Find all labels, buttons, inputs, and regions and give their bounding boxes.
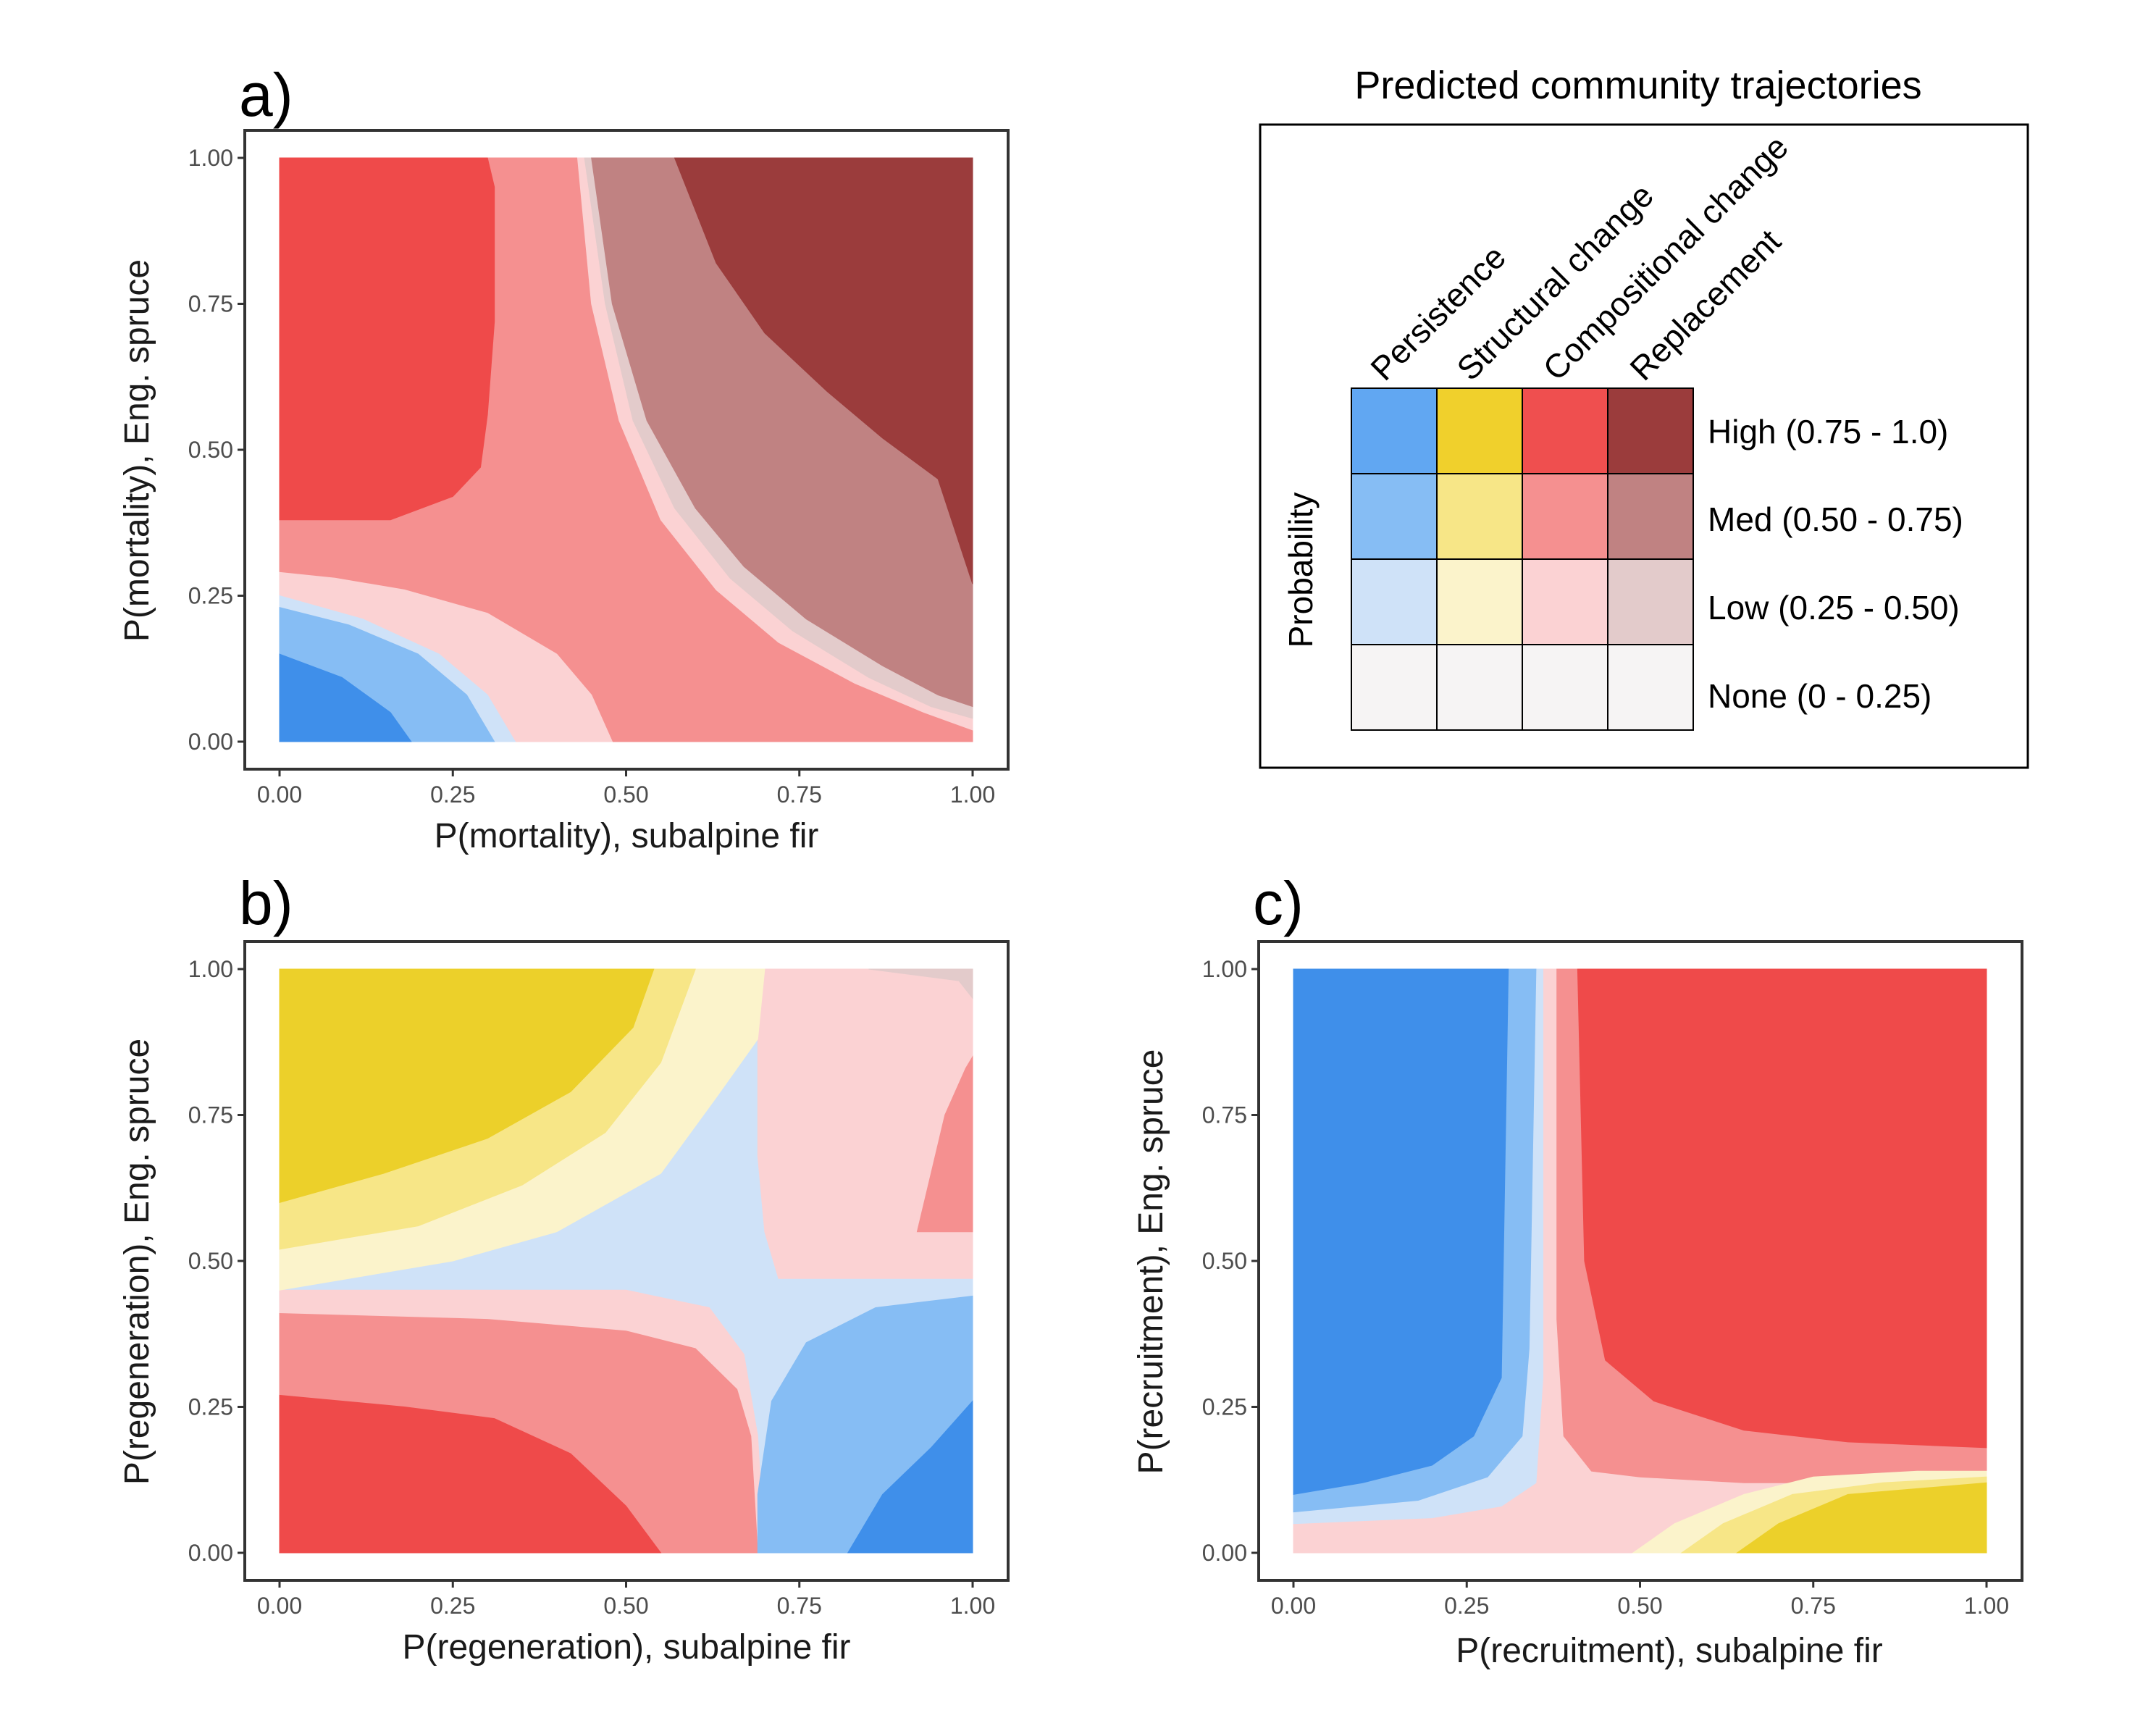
legend-swatch-replacement-0 [1607, 387, 1694, 474]
y-tick-label-c-1: 0.25 [1202, 1394, 1247, 1420]
heatmap-region-a-4 [279, 653, 412, 742]
x-tick-label-a-3: 0.75 [777, 781, 822, 808]
legend-swatch-compositional-0 [1522, 387, 1608, 474]
heatmap-region-b-5 [847, 1400, 973, 1554]
panel-a: a) 0.00 0.25 0.50 0.75 1.00 0.00 0.25 0.50 0.75 1… [118, 61, 1010, 855]
x-tick-label-a-2: 0.50 [603, 781, 648, 808]
y-tick-label-a-0: 0.00 [188, 729, 233, 755]
y-tick-label-b-0: 0.00 [188, 1540, 233, 1566]
y-tick-label-b-1: 0.25 [188, 1394, 233, 1420]
legend-row-label-none: None (0 - 0.25) [1708, 677, 1931, 715]
y-axis-title-b: P(regeneration), Eng. spruce [118, 1039, 156, 1485]
legend-row-label-med: Med (0.50 - 0.75) [1708, 500, 1963, 538]
legend-swatch-persistence-3 [1351, 644, 1438, 731]
legend-swatch-compositional-3 [1522, 644, 1608, 731]
legend-swatch-structural-0 [1436, 387, 1523, 474]
heatmap-regions-b [279, 968, 973, 1554]
x-tick-label-c-0: 0.00 [1271, 1593, 1316, 1619]
heatmap-region-a-5 [279, 157, 495, 521]
y-tick-label-b-4: 1.00 [188, 956, 233, 982]
panel-letter-a: a) [239, 61, 293, 129]
legend-swatch-replacement-1 [1607, 473, 1694, 560]
panel-c: c) 0.00 0.25 0.50 0.75 1.00 0.00 0.25 0.50 0.75 1… [1132, 869, 2023, 1670]
y-tick-label-c-3: 0.75 [1202, 1102, 1247, 1128]
y-tick-label-c-2: 0.50 [1202, 1248, 1247, 1274]
y-tick-label-a-1: 0.25 [188, 583, 233, 609]
ticks-c: 0.00 0.25 0.50 0.75 1.00 0.00 0.25 0.50 0.75 1.00 [1202, 956, 2009, 1619]
heatmap-region-c-8 [1735, 1482, 1987, 1554]
y-tick-label-a-4: 1.00 [188, 145, 233, 171]
panel-letter-c: c) [1253, 869, 1304, 937]
legend-row-label-high: High (0.75 - 1.0) [1708, 413, 1948, 450]
heatmap-region-b-11 [916, 1055, 973, 1233]
legend: Predicted community trajectories Persist… [1259, 64, 2029, 769]
x-tick-label-a-1: 0.25 [430, 781, 475, 808]
x-tick-label-c-4: 1.00 [1964, 1593, 2009, 1619]
x-tick-label-b-2: 0.50 [603, 1593, 648, 1619]
legend-swatch-structural-3 [1436, 644, 1523, 731]
x-axis-title-b: P(regeneration), subalpine fir [402, 1628, 850, 1667]
y-tick-label-a-3: 0.75 [188, 291, 233, 317]
legend-row-label-low: Low (0.25 - 0.50) [1708, 589, 1960, 626]
heatmap-region-b-10 [868, 968, 973, 999]
panel-letter-b: b) [239, 869, 293, 937]
legend-probability-label: Probability [1282, 493, 1320, 648]
legend-grid [1351, 387, 1694, 731]
legend-swatch-persistence-1 [1351, 473, 1438, 560]
legend-title: Predicted community trajectories [1354, 64, 1921, 107]
heatmap-regions-c [1293, 968, 1987, 1554]
y-tick-label-c-0: 0.00 [1202, 1540, 1247, 1566]
x-tick-label-a-0: 0.00 [257, 781, 302, 808]
y-tick-label-b-3: 0.75 [188, 1102, 233, 1128]
y-tick-label-b-2: 0.50 [188, 1248, 233, 1274]
x-axis-title-a: P(mortality), subalpine fir [435, 817, 819, 855]
x-axis-title-c: P(recruitment), subalpine fir [1456, 1632, 1883, 1670]
x-tick-label-c-3: 0.75 [1791, 1593, 1836, 1619]
x-tick-label-b-1: 0.25 [430, 1593, 475, 1619]
heatmap-regions-a [279, 157, 973, 742]
legend-swatch-structural-2 [1436, 558, 1523, 645]
x-tick-label-b-3: 0.75 [777, 1593, 822, 1619]
y-axis-title-c: P(recruitment), Eng. spruce [1132, 1049, 1170, 1475]
heatmap-region-b-3 [279, 1394, 662, 1554]
heatmap-region-c-5 [1577, 968, 1987, 1449]
panel-b: b) 0.00 0.25 0.50 0.75 1.00 0.00 0.25 0.50 0.75 1… [118, 869, 1010, 1667]
legend-swatch-compositional-1 [1522, 473, 1608, 560]
x-tick-label-c-2: 0.50 [1617, 1593, 1662, 1619]
y-tick-label-a-2: 0.50 [188, 437, 233, 463]
heatmap-region-a-9 [674, 157, 973, 584]
x-tick-label-b-0: 0.00 [257, 1593, 302, 1619]
legend-swatch-persistence-0 [1351, 387, 1438, 474]
heatmap-region-c-3 [1293, 968, 1509, 1495]
heatmap-region-b-9 [279, 968, 655, 1204]
y-axis-title-a: P(mortality), Eng. spruce [118, 259, 156, 642]
x-tick-label-a-4: 1.00 [950, 781, 995, 808]
x-tick-label-b-4: 1.00 [950, 1593, 995, 1619]
legend-swatch-structural-1 [1436, 473, 1523, 560]
ticks-b: 0.00 0.25 0.50 0.75 1.00 0.00 0.25 0.50 0.75 1.00 [188, 956, 995, 1619]
x-tick-label-c-1: 0.25 [1444, 1593, 1489, 1619]
legend-swatch-persistence-2 [1351, 558, 1438, 645]
legend-swatch-replacement-3 [1607, 644, 1694, 731]
legend-swatch-replacement-2 [1607, 558, 1694, 645]
ticks-a: 0.00 0.25 0.50 0.75 1.00 0.00 0.25 0.50 0.75 1.00 [188, 145, 995, 808]
legend-swatch-compositional-2 [1522, 558, 1608, 645]
y-tick-label-c-4: 1.00 [1202, 956, 1247, 982]
